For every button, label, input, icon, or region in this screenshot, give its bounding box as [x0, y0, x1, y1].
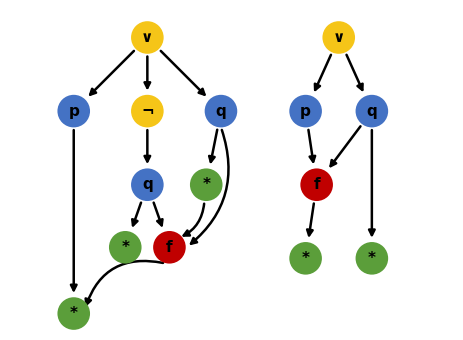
- FancyArrowPatch shape: [314, 55, 330, 90]
- Circle shape: [190, 169, 221, 200]
- FancyArrowPatch shape: [308, 130, 314, 162]
- Circle shape: [205, 96, 236, 126]
- Text: *: *: [202, 177, 210, 192]
- Circle shape: [356, 96, 387, 126]
- Text: p: p: [68, 104, 79, 119]
- FancyArrowPatch shape: [346, 55, 362, 90]
- Circle shape: [356, 243, 387, 274]
- Text: q: q: [366, 104, 376, 119]
- Text: *: *: [301, 251, 309, 266]
- Text: q: q: [142, 177, 152, 192]
- FancyArrowPatch shape: [183, 204, 204, 236]
- FancyArrowPatch shape: [90, 51, 134, 95]
- FancyArrowPatch shape: [307, 203, 313, 235]
- FancyArrowPatch shape: [330, 126, 360, 166]
- FancyArrowPatch shape: [368, 130, 374, 235]
- FancyArrowPatch shape: [191, 130, 228, 244]
- Text: *: *: [69, 306, 78, 321]
- Text: *: *: [121, 240, 129, 255]
- Circle shape: [289, 243, 320, 274]
- Text: p: p: [300, 104, 310, 119]
- Circle shape: [58, 96, 89, 126]
- FancyArrowPatch shape: [71, 130, 76, 290]
- Circle shape: [131, 169, 163, 200]
- FancyArrowPatch shape: [209, 130, 217, 162]
- Circle shape: [300, 169, 332, 200]
- Circle shape: [58, 298, 89, 329]
- Circle shape: [110, 232, 140, 263]
- Text: ¬: ¬: [141, 104, 153, 119]
- FancyArrowPatch shape: [153, 203, 162, 225]
- Text: q: q: [215, 104, 226, 119]
- FancyArrowPatch shape: [86, 261, 163, 305]
- Circle shape: [289, 96, 320, 126]
- Text: ∨: ∨: [141, 30, 153, 45]
- FancyArrowPatch shape: [160, 51, 204, 95]
- Circle shape: [131, 96, 163, 126]
- Text: ∨: ∨: [332, 30, 344, 45]
- Circle shape: [323, 22, 353, 53]
- Text: f: f: [166, 240, 172, 255]
- FancyArrowPatch shape: [132, 203, 141, 225]
- Circle shape: [154, 232, 184, 263]
- Text: *: *: [367, 251, 375, 266]
- FancyArrowPatch shape: [144, 130, 150, 162]
- FancyArrowPatch shape: [144, 56, 150, 88]
- Text: f: f: [313, 177, 319, 192]
- Circle shape: [131, 22, 163, 53]
